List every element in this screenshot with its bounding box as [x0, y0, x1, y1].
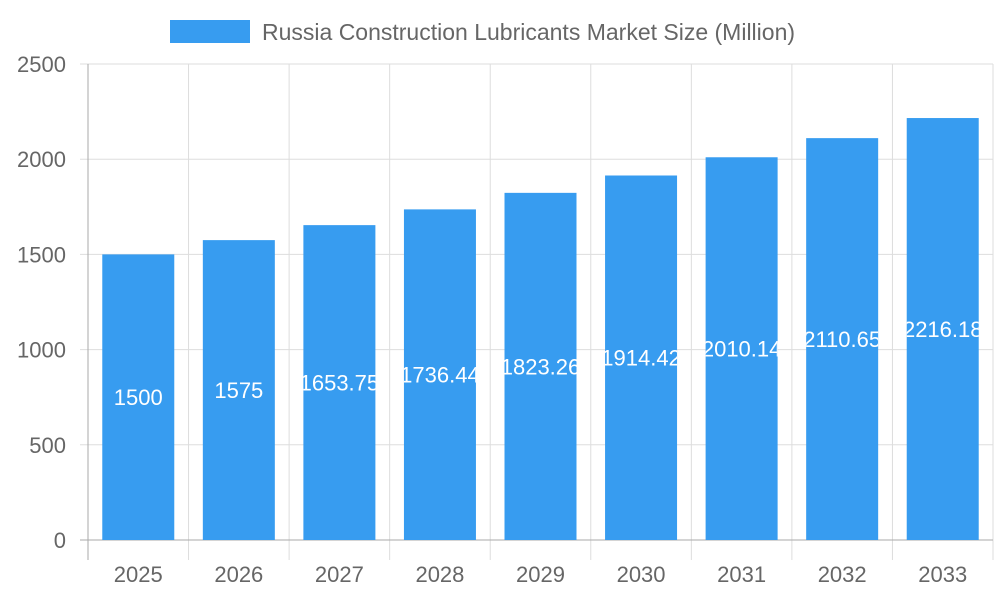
- legend-label[interactable]: Russia Construction Lubricants Market Si…: [262, 19, 795, 45]
- data-label: 1736.44: [400, 363, 480, 388]
- y-tick-label: 2500: [17, 52, 66, 77]
- data-label: 2010.14: [702, 337, 782, 362]
- y-tick-label: 2000: [17, 147, 66, 172]
- y-tick-label: 500: [29, 433, 66, 458]
- data-label: 2110.65: [803, 327, 881, 352]
- x-tick-label: 2031: [717, 562, 766, 587]
- bar[interactable]: [102, 254, 175, 540]
- bar[interactable]: [906, 118, 979, 540]
- x-tick-label: 2029: [516, 562, 565, 587]
- y-tick-label: 0: [54, 528, 66, 553]
- bar[interactable]: [403, 209, 476, 540]
- x-tick-label: 2027: [315, 562, 364, 587]
- data-label: 1653.75: [300, 371, 380, 396]
- data-label: 2216.18: [903, 317, 983, 342]
- data-label: 1914.42: [601, 346, 681, 371]
- bar[interactable]: [605, 175, 678, 540]
- bar[interactable]: [705, 157, 778, 540]
- x-tick-label: 2033: [918, 562, 967, 587]
- bar[interactable]: [303, 225, 376, 540]
- x-tick-label: 2025: [114, 562, 163, 587]
- bar[interactable]: [202, 240, 275, 540]
- x-tick-label: 2028: [415, 562, 464, 587]
- data-label: 1823.26: [501, 354, 581, 379]
- x-tick-label: 2026: [214, 562, 263, 587]
- bar[interactable]: [504, 192, 577, 540]
- bar[interactable]: [806, 138, 879, 540]
- data-label: 1500: [114, 385, 163, 410]
- data-label: 1575: [214, 378, 263, 403]
- y-tick-label: 1500: [17, 242, 66, 267]
- y-tick-label: 1000: [17, 338, 66, 363]
- x-tick-label: 2030: [617, 562, 666, 587]
- x-tick-label: 2032: [818, 562, 867, 587]
- legend-swatch[interactable]: [170, 20, 250, 43]
